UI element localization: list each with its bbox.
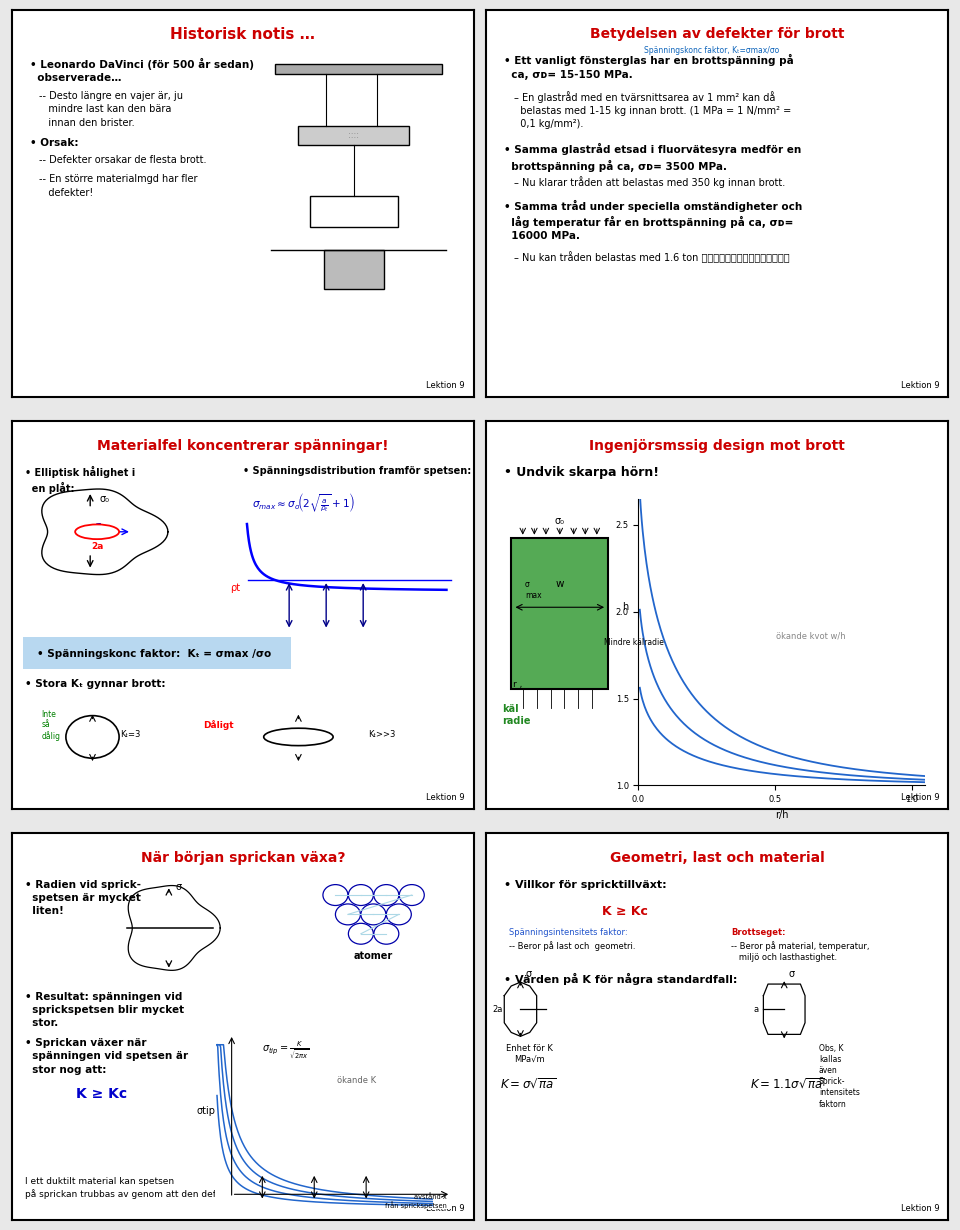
Circle shape: [323, 884, 348, 905]
Text: -- Beror på material, temperatur,
   miljö och lasthastighet.: -- Beror på material, temperatur, miljö …: [731, 941, 870, 962]
Text: σ: σ: [525, 969, 531, 979]
Text: • Stora Kₜ gynnar brott:: • Stora Kₜ gynnar brott:: [25, 679, 166, 689]
Text: • Värden på K för några standardfall:: • Värden på K för några standardfall:: [504, 973, 737, 984]
Text: $\sigma_{tip}=\frac{K}{\sqrt{2\pi x}}$: $\sigma_{tip}=\frac{K}{\sqrt{2\pi x}}$: [262, 1039, 310, 1061]
Text: • Spänningsdistribution framför spetsen:: • Spänningsdistribution framför spetsen:: [243, 466, 471, 476]
Text: 2a: 2a: [492, 1005, 502, 1014]
Text: Lektion 9: Lektion 9: [426, 792, 465, 802]
Text: När början sprickan växa?: När början sprickan växa?: [140, 850, 346, 865]
Text: Mindre kälradie: Mindre kälradie: [604, 637, 664, 647]
Text: Lektion 9: Lektion 9: [900, 1204, 939, 1213]
Text: ökande K: ökande K: [337, 1076, 376, 1085]
Text: Geometri, last och material: Geometri, last och material: [610, 850, 825, 865]
Text: Spänningsintensitets faktor:: Spänningsintensitets faktor:: [509, 927, 628, 937]
Text: Brottseget:: Brottseget:: [731, 927, 785, 937]
Text: • Samma tråd under speciella omständigheter och
  låg temperatur får en brottspä: • Samma tråd under speciella omständighe…: [504, 199, 803, 241]
Text: Kₜ>>3: Kₜ>>3: [368, 731, 396, 739]
Bar: [299, 125, 410, 145]
Text: Lektion 9: Lektion 9: [900, 792, 939, 802]
Text: σtip: σtip: [196, 1106, 215, 1116]
Bar: [324, 250, 384, 289]
Text: -- Beror på last och  geometri.: -- Beror på last och geometri.: [509, 941, 636, 951]
Text: • Leonardo DaVinci (för 500 år sedan)
  observerade…: • Leonardo DaVinci (för 500 år sedan) ob…: [30, 58, 254, 84]
FancyBboxPatch shape: [23, 637, 292, 669]
Ellipse shape: [75, 524, 119, 539]
Text: käl
radie: käl radie: [502, 704, 531, 726]
Text: r ,: r ,: [513, 680, 522, 689]
Text: Dåligt: Dåligt: [204, 721, 234, 731]
Text: • Samma glastråd etsad i fluorvätesyra medför en
  brottspänning på ca, σᴅ= 3500: • Samma glastråd etsad i fluorvätesyra m…: [504, 144, 802, 171]
Circle shape: [373, 884, 398, 905]
Text: Lektion 9: Lektion 9: [426, 381, 465, 390]
Circle shape: [335, 904, 360, 925]
Text: -- Desto längre en vajer är, ju
   mindre last kan den bära
   innan den brister: -- Desto längre en vajer är, ju mindre l…: [39, 91, 183, 128]
Text: – En glastråd med en tvärsnittsarea av 1 mm² kan då
  belastas med 1-15 kg innan: – En glastråd med en tvärsnittsarea av 1…: [514, 91, 791, 129]
Bar: [276, 64, 442, 74]
Text: σ: σ: [789, 969, 795, 979]
Text: • Elliptisk hålighet i
  en plåt:: • Elliptisk hålighet i en plåt:: [25, 466, 135, 494]
Text: $\sigma_{max}\approx\sigma_o\!\left(2\sqrt{\frac{a}{\rho_t}}+1\right)$: $\sigma_{max}\approx\sigma_o\!\left(2\sq…: [252, 491, 355, 514]
Text: – Nu klarar tråden att belastas med 350 kg innan brott.: – Nu klarar tråden att belastas med 350 …: [514, 176, 784, 188]
Text: Lektion 9: Lektion 9: [426, 1204, 465, 1213]
Text: • Radien vid sprick-
  spetsen är mycket
  liten!: • Radien vid sprick- spetsen är mycket l…: [25, 879, 141, 916]
Text: $K = \sigma\sqrt{\pi a}$: $K = \sigma\sqrt{\pi a}$: [499, 1077, 556, 1091]
Text: K ≥ Kᴄ: K ≥ Kᴄ: [602, 905, 647, 918]
Text: K ≥ Kᴄ: K ≥ Kᴄ: [76, 1086, 128, 1101]
Text: h: h: [622, 603, 629, 613]
Text: avstånd x
från sprickspetsen: avstånd x från sprickspetsen: [385, 1193, 446, 1209]
FancyBboxPatch shape: [512, 538, 609, 689]
Text: • Undvik skarpa hörn!: • Undvik skarpa hörn!: [504, 466, 660, 478]
Text: ::::: ::::: [348, 132, 359, 140]
Bar: [310, 196, 397, 226]
Text: $K = 1.1\sigma\sqrt{\pi a}$: $K = 1.1\sigma\sqrt{\pi a}$: [750, 1077, 825, 1091]
Text: – Nu kan tråden belastas med 1.6 ton ！！！！！！！！！！！！！！！: – Nu kan tråden belastas med 1.6 ton ！！！…: [514, 252, 789, 263]
Text: σ
max: σ max: [525, 581, 541, 599]
Text: Inte
så
dålig: Inte så dålig: [41, 710, 60, 740]
Text: Enhet för K
MPa√m: Enhet för K MPa√m: [506, 1044, 553, 1064]
Text: σ: σ: [94, 522, 100, 531]
Text: • Spänningskonc faktor:  Kₜ = σmax /σo: • Spänningskonc faktor: Kₜ = σmax /σo: [37, 648, 272, 659]
Text: atomer: atomer: [353, 951, 393, 961]
Ellipse shape: [66, 716, 119, 758]
Text: Materialfel koncentrerar spänningar!: Materialfel koncentrerar spänningar!: [97, 439, 389, 453]
Circle shape: [361, 904, 386, 925]
Text: ökande kvot w/h: ökande kvot w/h: [776, 632, 846, 641]
Circle shape: [348, 924, 373, 945]
Text: • Ett vanligt fönsterglas har en brottspänning på
  ca, σᴅ= 15-150 MPa.: • Ett vanligt fönsterglas har en brottsp…: [504, 54, 794, 80]
Text: Historisk notis …: Historisk notis …: [170, 27, 316, 42]
Text: Spänningskonc faktor, Kₜ=σmax/σo: Spänningskonc faktor, Kₜ=σmax/σo: [644, 47, 780, 55]
Text: Lektion 9: Lektion 9: [900, 381, 939, 390]
Circle shape: [386, 904, 411, 925]
X-axis label: r/h: r/h: [775, 809, 789, 819]
Circle shape: [348, 884, 373, 905]
Text: Kₜ=3: Kₜ=3: [120, 731, 140, 739]
Text: a: a: [754, 1005, 758, 1014]
Circle shape: [399, 884, 424, 905]
Text: ρt: ρt: [230, 583, 241, 593]
Text: Obs, K
kallas
även
Sprick-
intensitets
faktorn: Obs, K kallas även Sprick- intensitets f…: [819, 1044, 860, 1108]
Text: σ: σ: [176, 882, 181, 892]
Text: σ₀: σ₀: [555, 515, 564, 526]
Circle shape: [373, 924, 398, 945]
Text: -- En större materialmgd har fler
   defekter!: -- En större materialmgd har fler defekt…: [39, 175, 198, 198]
Text: σ₀: σ₀: [100, 494, 109, 504]
Text: 2a: 2a: [91, 542, 104, 551]
Text: • Sprickan växer när
  spänningen vid spetsen är
  stor nog att:: • Sprickan växer när spänningen vid spet…: [25, 1038, 188, 1075]
Text: • Villkor för spricktillväxt:: • Villkor för spricktillväxt:: [504, 879, 667, 889]
Text: w: w: [556, 579, 564, 589]
Text: -- Defekter orsakar de flesta brott.: -- Defekter orsakar de flesta brott.: [39, 155, 206, 165]
Text: Betydelsen av defekter för brott: Betydelsen av defekter för brott: [589, 27, 845, 42]
Text: Ingenjörsmssig design mot brott: Ingenjörsmssig design mot brott: [589, 439, 845, 453]
Ellipse shape: [264, 728, 333, 745]
Text: • Orsak:: • Orsak:: [30, 138, 79, 148]
Text: • Resultat: spänningen vid
  sprickspetsen blir mycket
  stor.: • Resultat: spänningen vid sprickspetsen…: [25, 991, 184, 1028]
Text: I ett duktilt material kan spetsen
på sprickan trubbas av genom att den deformer: I ett duktilt material kan spetsen på sp…: [25, 1177, 256, 1199]
